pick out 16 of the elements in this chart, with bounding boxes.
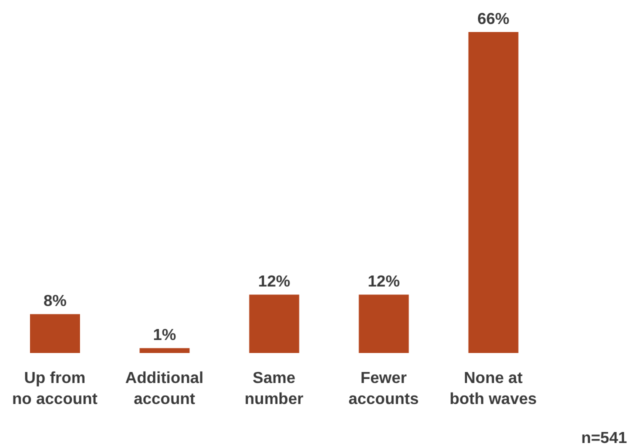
data-label: 66% [477,11,510,28]
x-tick-label: Same number [244,370,304,408]
data-label: 12% [368,274,400,291]
x-tick-label: None at both waves [450,370,537,408]
text: n=541 [581,430,627,448]
data-label: 1% [153,327,176,344]
bar [30,314,80,353]
x-tick-label: Additional account [125,370,204,408]
data-label: 12% [258,274,290,291]
bar [358,294,409,353]
x-tick-label: Up from no account [12,370,98,408]
data-label: 8% [43,293,67,310]
bar [468,32,518,353]
bar [140,348,190,353]
bar [249,294,300,353]
x-tick-label: Fewer accounts [348,370,419,408]
